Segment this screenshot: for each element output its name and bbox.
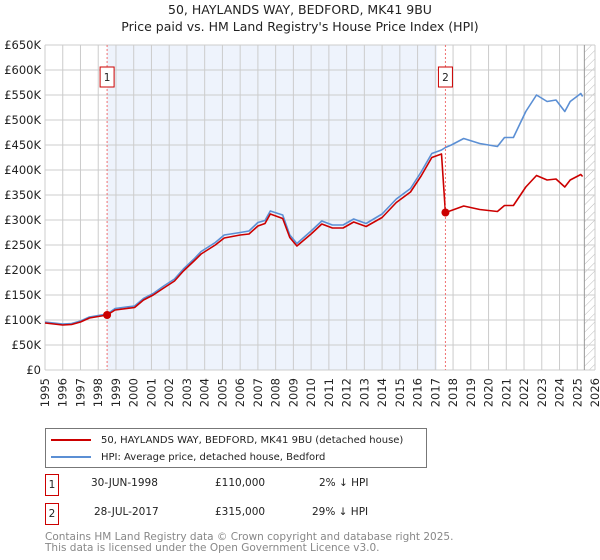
x-tick-label: 2014 <box>375 378 389 407</box>
legend-item-hpi: HPI: Average price, detached house, Bedf… <box>51 450 325 464</box>
transaction-price: £315,000 <box>215 506 266 518</box>
price-paid-line <box>44 153 584 326</box>
transaction-date: 28-JUL-2017 <box>94 506 159 518</box>
y-tick-label: £100K <box>4 313 41 327</box>
y-tick-label: £0 <box>26 363 41 377</box>
transaction-badge: 2 <box>45 503 59 525</box>
legend-label-price: 50, HAYLANDS WAY, BEDFORD, MK41 9BU (det… <box>101 434 404 446</box>
y-tick-label: £200K <box>4 263 41 277</box>
x-tick-label: 2023 <box>535 378 549 407</box>
y-tick-label: £250K <box>4 238 41 252</box>
sale-badge-label: 1 <box>104 72 111 84</box>
sale-badge <box>99 66 115 88</box>
legend-swatch-price <box>51 439 91 441</box>
x-tick-label: 2026 <box>588 378 600 407</box>
sale-badge <box>437 66 453 88</box>
chart-title: 50, HAYLANDS WAY, BEDFORD, MK41 9BU <box>168 2 432 17</box>
legend-swatch-hpi <box>51 456 91 458</box>
x-tick-label: 2005 <box>215 378 229 407</box>
x-tick-label: 2010 <box>304 378 318 407</box>
y-tick-label: £450K <box>4 138 41 152</box>
x-tick-label: 2006 <box>233 378 247 407</box>
x-tick-label: 2003 <box>180 378 194 407</box>
x-tick-label: 2007 <box>251 378 265 407</box>
x-tick-label: 1998 <box>91 378 105 407</box>
y-tick-label: £150K <box>4 288 41 302</box>
x-tick-label: 1999 <box>109 378 123 407</box>
x-tick-label: 2025 <box>570 378 584 407</box>
y-tick-label: £650K <box>4 38 41 52</box>
legend-label-hpi: HPI: Average price, detached house, Bedf… <box>101 451 326 463</box>
transaction-date: 30-JUN-1998 <box>91 477 158 489</box>
x-tick-label: 1995 <box>38 378 52 407</box>
y-tick-label: £50K <box>12 338 42 352</box>
y-tick-label: £300K <box>4 213 41 227</box>
sale-point <box>441 208 450 217</box>
x-tick-label: 2020 <box>482 378 496 407</box>
x-tick-label: 2011 <box>322 378 336 407</box>
chart-subtitle: Price paid vs. HM Land Registry's House … <box>121 19 479 34</box>
sale-badge-label: 2 <box>442 72 449 84</box>
x-tick-label: 2013 <box>357 378 371 407</box>
legend: 50, HAYLANDS WAY, BEDFORD, MK41 9BU (det… <box>45 428 427 468</box>
price-chart: 1995 1996 1997 1998 1999 2000 2001 2002 2003 2004… <box>4 38 600 407</box>
x-tick-label: 2021 <box>499 378 513 407</box>
x-tick-label: 2002 <box>162 378 176 407</box>
y-tick-label: £350K <box>4 188 41 202</box>
x-tick-label: 2004 <box>198 378 212 407</box>
x-tick-label: 2012 <box>340 378 354 407</box>
x-tick-label: 2016 <box>411 378 425 407</box>
x-tick-label: 2009 <box>286 378 300 407</box>
forecast-hatch <box>584 45 595 370</box>
x-tick-label: 1997 <box>73 378 87 407</box>
x-tick-label: 2018 <box>446 378 460 407</box>
x-tick-label: 2015 <box>393 378 407 407</box>
hpi-line <box>44 92 584 325</box>
x-tick-label: 2000 <box>127 378 141 407</box>
legend-item-price: 50, HAYLANDS WAY, BEDFORD, MK41 9BU (det… <box>51 433 403 447</box>
x-tick-label: 2017 <box>428 378 442 407</box>
sale-point <box>103 311 112 319</box>
y-tick-label: £500K <box>4 113 41 127</box>
x-tick-label: 2019 <box>464 378 478 407</box>
footer-licence: This data is licensed under the Open Gov… <box>45 542 380 554</box>
transaction-hpi: 2% ↓ HPI <box>319 477 369 489</box>
footer-copyright: Contains HM Land Registry data © Crown c… <box>45 531 454 543</box>
x-tick-label: 2022 <box>517 378 531 407</box>
y-tick-label: £550K <box>4 88 41 102</box>
y-tick-label: £600K <box>4 63 41 77</box>
transaction-badge: 1 <box>45 474 59 496</box>
y-tick-label: £400K <box>4 163 41 177</box>
transaction-price: £110,000 <box>215 477 266 489</box>
x-tick-label: 2024 <box>553 378 567 407</box>
x-tick-label: 2008 <box>269 378 283 407</box>
x-tick-label: 2001 <box>144 378 158 407</box>
transaction-hpi: 29% ↓ HPI <box>312 506 369 518</box>
x-tick-label: 1996 <box>56 378 70 407</box>
